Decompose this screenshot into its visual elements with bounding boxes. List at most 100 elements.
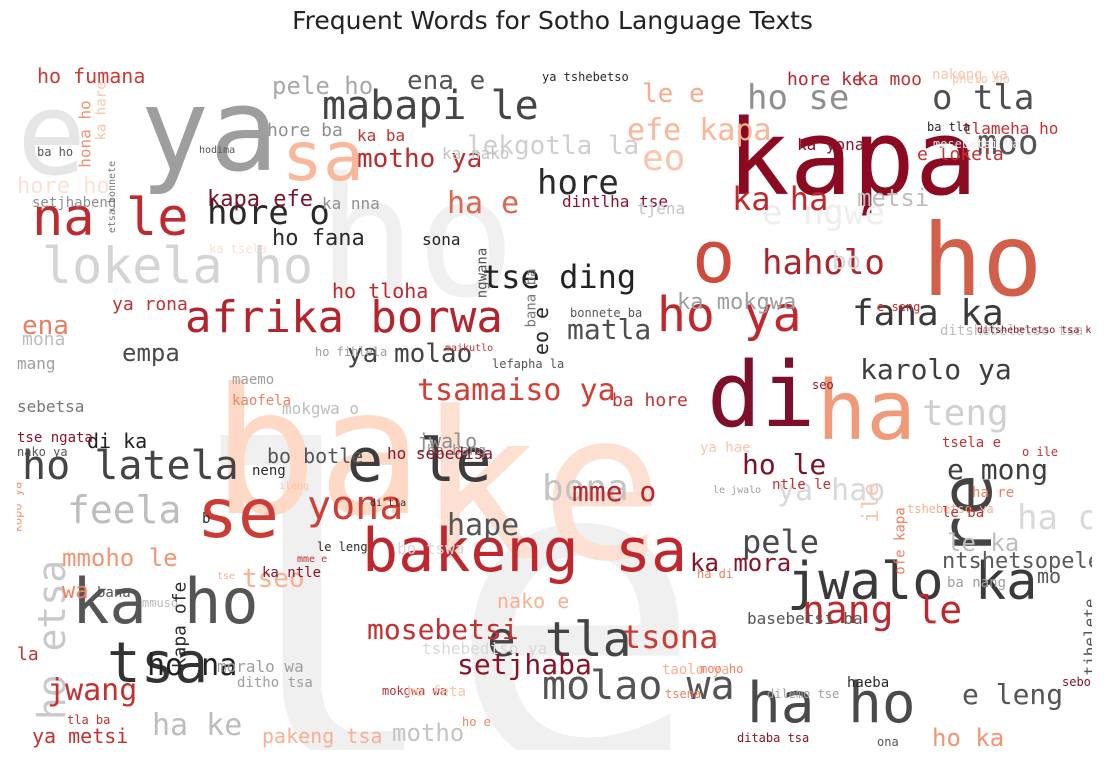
cloud-word: ba hore [612,390,688,411]
cloud-word: bo tswa [397,539,465,558]
cloud-word: hore ho [17,174,110,199]
cloud-word: o tla [932,78,1035,118]
cloud-word: ho se [747,78,850,118]
cloud-word: mosebetsi [367,613,519,646]
cloud-word: ka ba [357,126,406,145]
cloud-word: ho e [462,715,491,729]
cloud-word: ba nang [947,575,1007,591]
cloud-word: setjhaba [457,648,592,681]
cloud-word: ha ho [747,671,916,736]
cloud-word: mmuso [142,596,179,610]
cloud-word: e seng [877,300,921,314]
cloud-word: ho [317,142,516,334]
cloud-word: moo ho [700,662,744,676]
cloud-word: ditshebeletso tsa ka [977,325,1092,336]
cloud-word: ka nako [442,144,510,163]
cloud-word: moralo wa [217,657,304,676]
cloud-word: ena e [407,66,486,96]
cloud-word: hodima [199,145,236,156]
cloud-word: tseo [242,564,305,594]
cloud-word: ha [817,364,916,459]
cloud-word: tjena [637,199,686,218]
cloud-word: ile [858,483,884,523]
chart-title: Frequent Words for Sotho Language Texts [292,6,813,35]
cloud-word: ho latela [22,443,239,489]
cloud-word: le [187,366,705,750]
cloud-word: wena [17,202,21,242]
cloud-word: ileng [279,481,310,492]
cloud-word: tlameha ho [962,119,1059,138]
cloud-word: ya molao [347,339,473,369]
cloud-word: ho fihlela [315,345,388,359]
cloud-word: ka tsela [209,242,267,256]
cloud-word: ka hare [93,81,110,141]
cloud-word: hore o [207,193,330,233]
cloud-word: kapa efe [207,187,313,212]
cloud-word: pele ho [272,72,374,100]
cloud-word: moo [977,123,1039,163]
cloud-word: ona [877,735,899,749]
cloud-word: ho ya [657,287,802,343]
cloud-word: kaofela [232,393,292,409]
cloud-word: mo [1037,564,1062,588]
cloud-word: ha di [697,567,734,581]
word-cloud: le ke ba ho ya e kapa ho di ha re o se sa bakeng sa e l… [17,66,1092,750]
cloud-word: tshebetso ya [907,502,994,516]
cloud-word: ka nna [322,194,380,213]
cloud-word: tla ba [67,713,111,727]
cloud-word: ka ha [732,180,829,218]
cloud-word: na le [32,188,189,248]
cloud-word: haeba [847,675,890,691]
cloud-word: jwalo [417,429,478,453]
cloud-word: e le [347,426,492,496]
cloud-word: nakong ya [932,67,1008,83]
cloud-word: tjhelete [1080,598,1092,676]
cloud-word: seo [812,378,834,392]
cloud-word: e mong [947,453,1049,486]
cloud-word: hape [447,508,520,543]
cloud-word: sebolelo [1062,675,1092,689]
cloud-word: ba ho [37,145,74,159]
cloud-word: eo [642,138,686,179]
cloud-word: hona ho [75,100,95,168]
cloud-word: ntshetsopele ya [942,549,1092,574]
cloud-word: ofe kapa [892,507,909,575]
cloud-word: metsi [857,184,930,212]
cloud-word: feela [67,488,182,532]
cloud-word: mme o [572,475,657,508]
cloud-word: o ile [1022,445,1059,459]
cloud-word: e leng [962,678,1064,711]
cloud-word: efe kapa [627,113,772,148]
cloud-word: karolo ya [860,353,1012,386]
cloud-word: pele [742,523,820,561]
cloud-word: bo botle [267,444,364,468]
cloud-word: ho na [147,648,238,683]
cloud-word: bonnete ba [570,306,643,320]
cloud-word: mosebetsi wa [933,137,1020,151]
cloud-word: ya hae [700,440,751,456]
cloud-word: tse [217,571,236,582]
cloud-word: se [197,475,279,554]
cloud-word: le ba [942,505,985,521]
cloud-word: b [202,511,211,527]
cloud-word: tsa [107,631,209,696]
cloud-word: ha ke [152,708,243,743]
cloud-word: mokgwa wa [382,684,448,698]
cloud-word: molao wa [542,663,735,709]
cloud-word: ba bang [427,443,487,459]
cloud-word: mokgwa o [282,399,360,418]
cloud-word: ena [22,311,69,341]
cloud-word: empa [122,339,180,367]
cloud-word: le e [642,79,705,109]
cloud-word: ya tshebetso [542,70,629,84]
cloud-word: hore ba [267,120,343,141]
cloud-word: le ka [947,529,1020,557]
cloud-word: kapa ofe [169,581,191,669]
cloud-word: ka mokgwa [677,290,797,315]
cloud-word: tse ding [482,258,637,296]
cloud-word: ya rona [112,294,188,315]
cloud-word: basebetsi ba [747,609,863,628]
cloud-word: ho feta [407,684,467,700]
cloud-word: tsona [622,618,719,656]
cloud-word: lekgotla la [467,131,640,161]
